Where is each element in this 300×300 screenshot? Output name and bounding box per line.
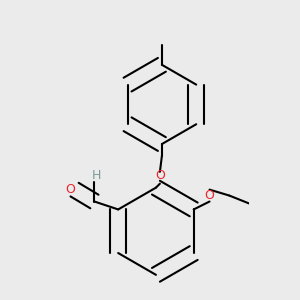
Text: O: O (66, 183, 76, 196)
Text: H: H (92, 169, 101, 182)
Text: O: O (205, 189, 214, 202)
Text: O: O (155, 169, 165, 182)
